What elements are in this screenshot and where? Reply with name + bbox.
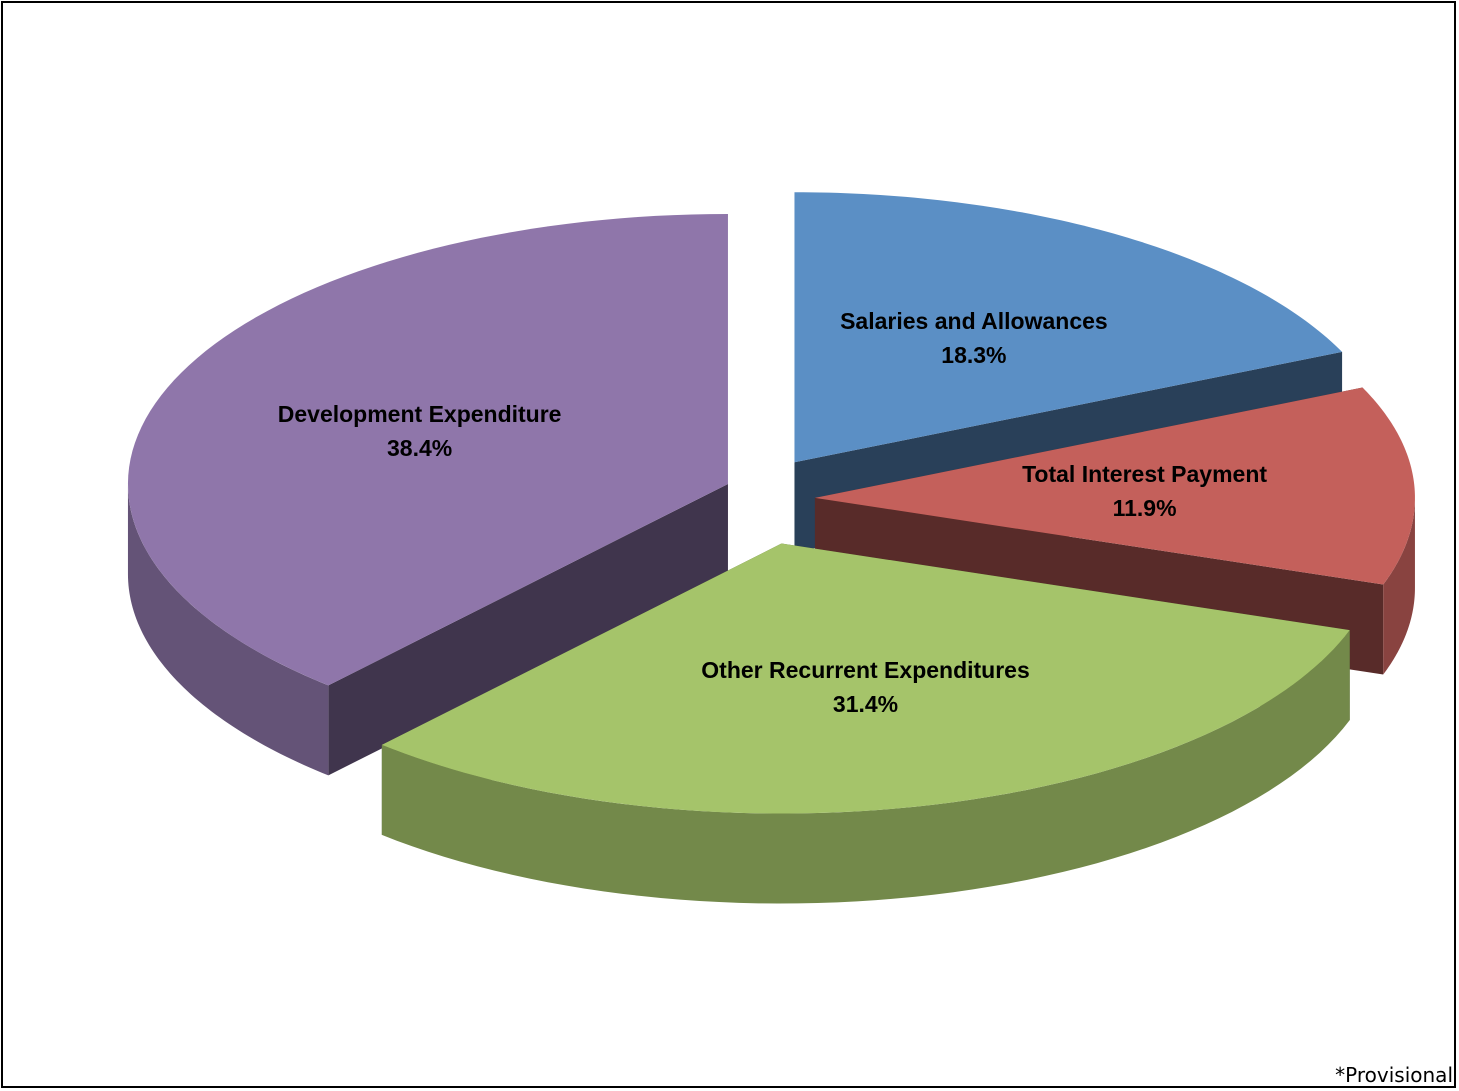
value-label: 18.3% xyxy=(941,341,1007,368)
category-label: Development Expenditure xyxy=(277,401,562,428)
value-label: 31.4% xyxy=(832,691,899,718)
slice-outer-wall xyxy=(127,483,329,776)
value-label: 38.4% xyxy=(387,435,453,462)
slice-label: Development Expenditure 38.4% xyxy=(255,397,585,465)
slice-side-wall xyxy=(328,483,728,776)
slice-top xyxy=(794,192,1343,463)
annotation: *Provisional xyxy=(1335,1063,1453,1087)
value-label: 11.9% xyxy=(1112,494,1177,521)
slice-label: Salaries and Allowances 18.3% xyxy=(809,304,1139,372)
slice-top xyxy=(127,213,728,686)
slice-outer-wall xyxy=(381,630,1350,904)
category-label: Salaries and Allowances xyxy=(840,307,1108,334)
slice-outer-wall xyxy=(1383,497,1415,675)
slice-label: Total Interest Payment 11.9% xyxy=(980,457,1310,525)
slice-label: Other Recurrent Expenditures 31.4% xyxy=(701,653,1031,721)
slice-top xyxy=(381,543,1350,814)
category-label: Total Interest Payment xyxy=(1022,460,1268,487)
slice-top xyxy=(814,387,1415,585)
category-label: Other Recurrent Expenditures xyxy=(701,657,1030,684)
